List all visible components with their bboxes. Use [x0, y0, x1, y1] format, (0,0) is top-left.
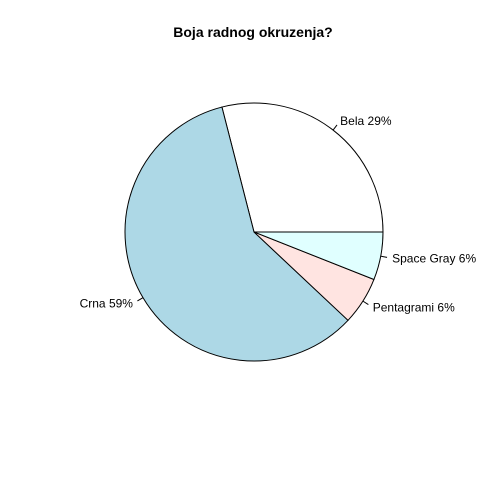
chart-title: Boja radnog okruzenja? — [173, 24, 332, 40]
pie-label-crna: Crna 59% — [80, 297, 134, 311]
pie-leader-crna — [137, 297, 144, 302]
pie-leader-pentagrami — [362, 300, 369, 306]
pie-slices — [124, 102, 384, 362]
pie-leader-space-gray — [380, 255, 388, 258]
pie-label-pentagrami: Pentagrami 6% — [373, 300, 455, 314]
pie-label-bela: Bela 29% — [340, 114, 392, 128]
pie-leader-bela — [332, 124, 338, 131]
pie-slice-space-gray — [253, 231, 384, 281]
pie-label-space-gray: Space Gray 6% — [392, 251, 476, 265]
pie-labels: Bela 29% Crna 59% Pentagrami 6% Space Gray … — [80, 114, 477, 314]
pie-slice-crna — [124, 106, 349, 362]
pie-slice-bela — [221, 102, 384, 233]
